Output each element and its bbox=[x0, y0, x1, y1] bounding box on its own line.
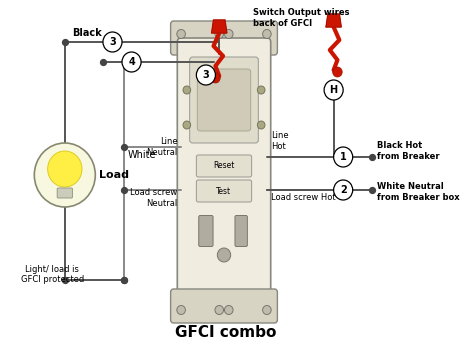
Text: White: White bbox=[128, 150, 156, 160]
Text: GFCI combo: GFCI combo bbox=[175, 325, 277, 340]
Circle shape bbox=[263, 29, 271, 39]
Point bbox=[368, 187, 375, 193]
FancyBboxPatch shape bbox=[197, 69, 251, 131]
Text: 3: 3 bbox=[109, 37, 116, 47]
FancyBboxPatch shape bbox=[196, 155, 252, 177]
Text: 1: 1 bbox=[340, 152, 346, 162]
Circle shape bbox=[196, 65, 215, 85]
Text: Load screw
Neutral: Load screw Neutral bbox=[130, 188, 177, 208]
Circle shape bbox=[48, 151, 82, 187]
FancyBboxPatch shape bbox=[196, 180, 252, 202]
Text: Black Hot
from Breaker: Black Hot from Breaker bbox=[377, 141, 440, 161]
Polygon shape bbox=[326, 14, 341, 27]
Circle shape bbox=[257, 121, 265, 129]
Circle shape bbox=[122, 52, 141, 72]
Polygon shape bbox=[211, 20, 227, 33]
Text: White Neutral
from Breaker box: White Neutral from Breaker box bbox=[377, 182, 460, 202]
Point bbox=[120, 277, 128, 283]
Circle shape bbox=[218, 248, 231, 262]
Circle shape bbox=[334, 147, 353, 167]
Text: Reset: Reset bbox=[213, 161, 235, 171]
Point bbox=[61, 39, 69, 45]
Circle shape bbox=[183, 86, 191, 94]
Circle shape bbox=[34, 143, 95, 207]
Circle shape bbox=[177, 305, 185, 314]
Text: Line
Hot: Line Hot bbox=[271, 131, 288, 151]
Text: Line
Neutral: Line Neutral bbox=[146, 137, 177, 157]
FancyBboxPatch shape bbox=[235, 216, 247, 246]
FancyBboxPatch shape bbox=[171, 21, 277, 55]
Circle shape bbox=[333, 67, 342, 77]
Point bbox=[120, 144, 128, 150]
Circle shape bbox=[177, 29, 185, 39]
Text: Load screw Hot: Load screw Hot bbox=[271, 193, 335, 203]
Point bbox=[61, 277, 69, 283]
Point bbox=[368, 154, 375, 160]
Text: 2: 2 bbox=[340, 185, 346, 195]
Text: H: H bbox=[329, 85, 337, 95]
Circle shape bbox=[183, 121, 191, 129]
Text: 3: 3 bbox=[202, 70, 209, 80]
FancyBboxPatch shape bbox=[199, 216, 213, 246]
FancyBboxPatch shape bbox=[171, 289, 277, 323]
FancyBboxPatch shape bbox=[177, 38, 271, 306]
FancyBboxPatch shape bbox=[190, 57, 258, 143]
Text: Black: Black bbox=[73, 28, 102, 38]
Text: Switch Output wires
back of GFCI: Switch Output wires back of GFCI bbox=[253, 8, 349, 28]
Point bbox=[120, 187, 128, 193]
Circle shape bbox=[225, 305, 233, 314]
Point bbox=[120, 277, 128, 283]
Text: 4: 4 bbox=[128, 57, 135, 67]
Circle shape bbox=[210, 73, 220, 83]
Circle shape bbox=[215, 305, 224, 314]
Circle shape bbox=[103, 32, 122, 52]
Circle shape bbox=[334, 180, 353, 200]
FancyBboxPatch shape bbox=[57, 188, 73, 198]
Point bbox=[99, 59, 107, 65]
Text: Light/ load is
GFCI protected: Light/ load is GFCI protected bbox=[21, 265, 84, 284]
Circle shape bbox=[257, 86, 265, 94]
Text: Load: Load bbox=[99, 170, 129, 180]
Circle shape bbox=[215, 29, 224, 39]
Circle shape bbox=[324, 80, 343, 100]
Text: Test: Test bbox=[217, 186, 232, 196]
Circle shape bbox=[263, 305, 271, 314]
Circle shape bbox=[225, 29, 233, 39]
